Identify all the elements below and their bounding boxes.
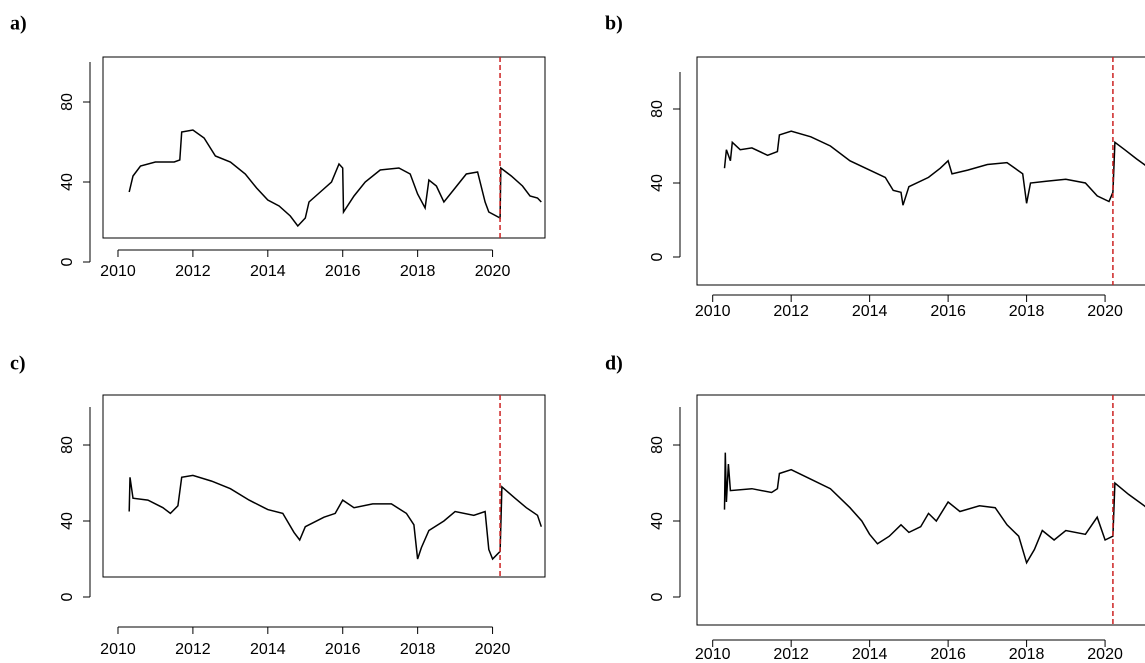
y-tick-label: 80	[649, 436, 666, 454]
x-tick-label: 2010	[695, 646, 731, 663]
y-tick-label: 0	[649, 592, 666, 601]
x-tick-label: 2014	[852, 646, 888, 663]
y-tick-label: 0	[59, 257, 76, 266]
x-tick-label: 2020	[475, 641, 511, 658]
y-tick-label: 40	[59, 173, 76, 191]
x-tick-label: 2018	[1009, 646, 1045, 663]
y-tick-label: 40	[649, 174, 666, 192]
data-line	[128, 474, 543, 561]
x-tick-label: 2012	[175, 641, 211, 658]
data-line	[723, 452, 1145, 565]
plot-box	[696, 56, 1145, 286]
x-tick-label: 2016	[325, 263, 361, 280]
y-tick-label: 80	[59, 436, 76, 454]
x-tick-label: 2016	[325, 641, 361, 658]
y-tick-label: 40	[59, 512, 76, 530]
x-tick-label: 2010	[695, 303, 731, 320]
x-tick-label: 2020	[1087, 303, 1123, 320]
plot-box	[102, 56, 546, 239]
x-tick-label: 2010	[100, 641, 136, 658]
data-line	[128, 129, 542, 228]
plot-box	[696, 394, 1145, 626]
x-tick-label: 2014	[250, 263, 286, 280]
plot-box	[102, 394, 546, 578]
y-tick-label: 80	[649, 100, 666, 118]
y-tick-label: 40	[649, 512, 666, 530]
panel-title: c)	[10, 353, 26, 375]
x-tick-label: 2016	[930, 303, 966, 320]
panel-title: d)	[605, 353, 623, 375]
data-line	[723, 130, 1145, 206]
panel-title: b)	[605, 13, 623, 35]
x-tick-label: 2020	[475, 263, 511, 280]
y-tick-label: 0	[649, 252, 666, 261]
x-tick-label: 2012	[175, 263, 211, 280]
x-tick-label: 2018	[400, 263, 436, 280]
panel-title: a)	[10, 13, 27, 35]
x-tick-label: 2018	[400, 641, 436, 658]
x-tick-label: 2010	[100, 263, 136, 280]
x-tick-label: 2014	[250, 641, 286, 658]
y-tick-label: 80	[59, 93, 76, 111]
x-tick-label: 2018	[1009, 303, 1045, 320]
x-tick-label: 2012	[773, 646, 809, 663]
x-tick-label: 2012	[773, 303, 809, 320]
y-tick-label: 0	[59, 592, 76, 601]
x-tick-label: 2016	[930, 646, 966, 663]
x-tick-label: 2014	[852, 303, 888, 320]
x-tick-label: 2020	[1087, 646, 1123, 663]
